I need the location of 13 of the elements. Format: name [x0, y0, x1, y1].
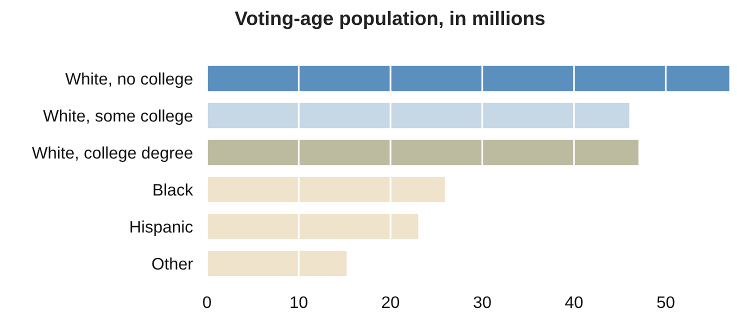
x-tick-label: 40	[565, 296, 583, 308]
y-tick-label: Black	[154, 183, 194, 196]
x-tick-label: 10	[290, 296, 308, 308]
y-tick-label: Other	[152, 257, 193, 270]
x-tick-label: 20	[382, 296, 400, 308]
y-tick-label: White, college degree	[32, 146, 192, 162]
y-tick-label: Hispanic	[130, 220, 193, 236]
y-tick-label: White, some college	[43, 109, 192, 125]
x-tick-label: 50	[657, 296, 674, 308]
x-tick-label: 30	[474, 296, 491, 308]
chart-title: Voting-age population, in millions	[234, 10, 545, 30]
y-tick-label: White, no college	[65, 72, 192, 88]
x-tick-label: 0	[203, 296, 211, 308]
